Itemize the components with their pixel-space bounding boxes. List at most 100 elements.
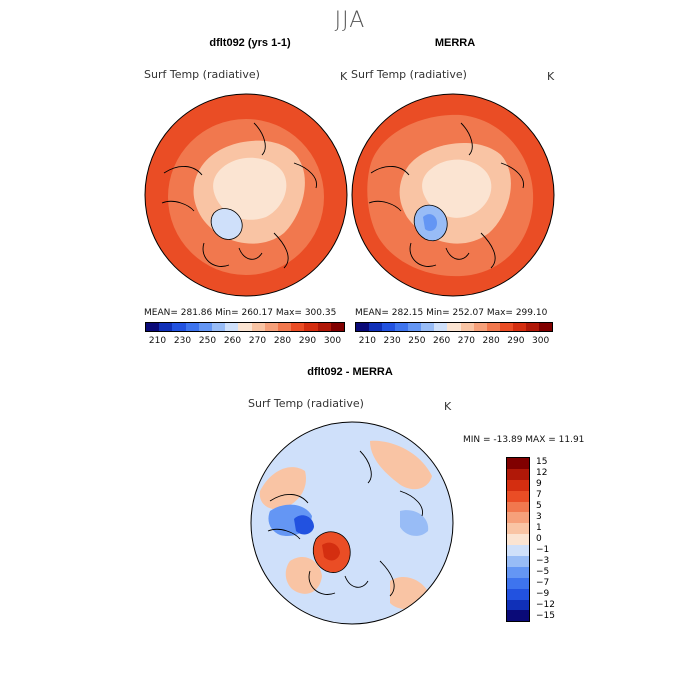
colorbar-tick-label: 260 xyxy=(223,336,242,346)
colorbar-tick-label: 280 xyxy=(273,336,292,346)
colorbar-swatch xyxy=(225,323,239,331)
map-boundary xyxy=(351,93,555,297)
colorbar-swatch xyxy=(198,323,213,331)
colorbar-swatch xyxy=(507,458,529,469)
colorbar-tick-label: 7 xyxy=(536,489,542,500)
colorbar-ticks-obs: 210 230 250 260 270 280 290 300 xyxy=(355,336,553,348)
colorbar-swatch xyxy=(159,323,173,331)
coastline-outline xyxy=(267,450,423,597)
units-label-obs: K xyxy=(547,70,555,83)
colorbar-tick-label: −1 xyxy=(536,544,550,555)
colorbar-swatch xyxy=(356,323,370,331)
colorbar-tick-label: 250 xyxy=(198,336,217,346)
colorbar-tick-label: 1 xyxy=(536,522,542,533)
units-label-model: K xyxy=(340,70,348,83)
greenland-strong-warm-region xyxy=(322,542,340,561)
colorbar-swatch xyxy=(507,490,529,502)
greenland-interior-region xyxy=(423,214,437,231)
map-panel-model xyxy=(144,93,348,297)
colorbar-swatch xyxy=(291,323,305,331)
colorbar-swatch xyxy=(369,323,383,331)
colorbar-swatch xyxy=(507,501,529,513)
arctic-ocean-region xyxy=(422,159,492,218)
colorbar-tick-label: 270 xyxy=(457,336,475,346)
colorbar-swatch xyxy=(507,479,529,491)
colorbar-tick-label: 210 xyxy=(148,336,167,346)
colorbar-tick-label: 300 xyxy=(532,336,550,346)
colorbar-swatch xyxy=(507,523,529,535)
warm-anomaly-region xyxy=(259,467,306,510)
colorbar-swatch xyxy=(525,323,539,331)
figure-title: JJA xyxy=(334,8,366,33)
colorbar-tick-label: 5 xyxy=(536,500,542,511)
colorbar-swatch xyxy=(473,323,487,331)
colorbar-tick-label: 0 xyxy=(536,533,542,544)
panel-title-model: dflt092 (yrs 1-1) xyxy=(209,37,291,49)
warm-anomaly-region xyxy=(285,556,322,594)
colorbar-swatch xyxy=(460,323,474,331)
colorbar-swatch xyxy=(507,556,529,567)
colorbar-swatch xyxy=(507,599,529,611)
colorbar-swatch xyxy=(538,323,552,331)
colorbar-swatch xyxy=(512,323,526,331)
colorbar-swatch xyxy=(507,545,529,557)
colorbar-tick-label: 290 xyxy=(507,336,525,346)
colorbar-tick-label: 300 xyxy=(323,336,342,346)
colorbar-ticks-model: 210 230 250 260 270 280 290 300 xyxy=(145,336,345,348)
colorbar-swatch xyxy=(507,534,529,546)
units-label-diff: K xyxy=(444,400,452,413)
colorbar-swatch xyxy=(185,323,199,331)
colorbar-tick-label: −12 xyxy=(536,599,555,610)
colorbar-swatch xyxy=(395,323,409,331)
colorbar-tick-label: 280 xyxy=(482,336,500,346)
colorbar-swatch xyxy=(264,323,279,331)
colorbar-swatch xyxy=(212,323,226,331)
warm-anomaly-region xyxy=(370,440,432,490)
map-panel-obs xyxy=(351,93,555,297)
map-boundary xyxy=(144,93,348,297)
colorbar-tick-label: 3 xyxy=(536,511,542,522)
colorbar-tick-label: −15 xyxy=(536,610,555,621)
colorbar-tick-label: 12 xyxy=(536,467,548,478)
colorbar-swatch xyxy=(330,323,345,331)
colorbar-tick-label: −9 xyxy=(536,588,550,599)
colorbar-swatch xyxy=(238,323,252,331)
colorbar-swatch xyxy=(507,566,529,578)
colorbar-tick-label: 230 xyxy=(383,336,401,346)
map-panel-diff xyxy=(250,421,454,625)
colorbar-tick-label: 210 xyxy=(358,336,376,346)
stats-model: MEAN= 281.86 Min= 260.17 Max= 300.35 xyxy=(144,308,337,318)
colorbar-tick-label: 290 xyxy=(298,336,317,346)
variable-label-model: Surf Temp (radiative) xyxy=(144,68,260,81)
colorbar-tick-label: 9 xyxy=(536,478,542,489)
colorbar-swatch xyxy=(421,323,435,331)
variable-label-diff: Surf Temp (radiative) xyxy=(248,397,364,410)
colorbar-swatch xyxy=(507,468,529,480)
colorbar-swatch xyxy=(304,323,318,331)
colorbar-swatch xyxy=(408,323,422,331)
variable-label-obs: Surf Temp (radiative) xyxy=(351,68,467,81)
colorbar-tick-label: −7 xyxy=(536,577,550,588)
stats-diff: MIN = -13.89 MAX = 11.91 xyxy=(463,435,585,445)
colorbar-ticks-diff: 15 12 9 7 5 3 1 0 −1 −3 −5 −7 −9 −12 −15 xyxy=(536,457,576,622)
colorbar-obs xyxy=(355,322,553,332)
map-boundary xyxy=(250,421,454,625)
colorbar-swatch xyxy=(507,610,529,622)
panel-title-diff: dflt092 - MERRA xyxy=(307,366,393,378)
colorbar-tick-label: 250 xyxy=(408,336,426,346)
colorbar-diff xyxy=(506,457,530,622)
cold-anomaly-region xyxy=(400,510,429,536)
colorbar-tick-label: 270 xyxy=(248,336,267,346)
strong-cold-anomaly-region xyxy=(294,515,314,535)
colorbar-swatch xyxy=(434,323,448,331)
colorbar-model xyxy=(145,322,345,332)
colorbar-tick-label: 15 xyxy=(536,456,548,467)
colorbar-swatch xyxy=(499,323,513,331)
colorbar-tick-label: 260 xyxy=(433,336,451,346)
arctic-ocean-region xyxy=(213,157,287,220)
greenland-outline xyxy=(210,208,243,240)
colorbar-swatch xyxy=(146,323,160,331)
coastline-outline xyxy=(161,122,317,269)
colorbar-tick-label: −3 xyxy=(536,555,550,566)
colorbar-swatch xyxy=(251,323,265,331)
